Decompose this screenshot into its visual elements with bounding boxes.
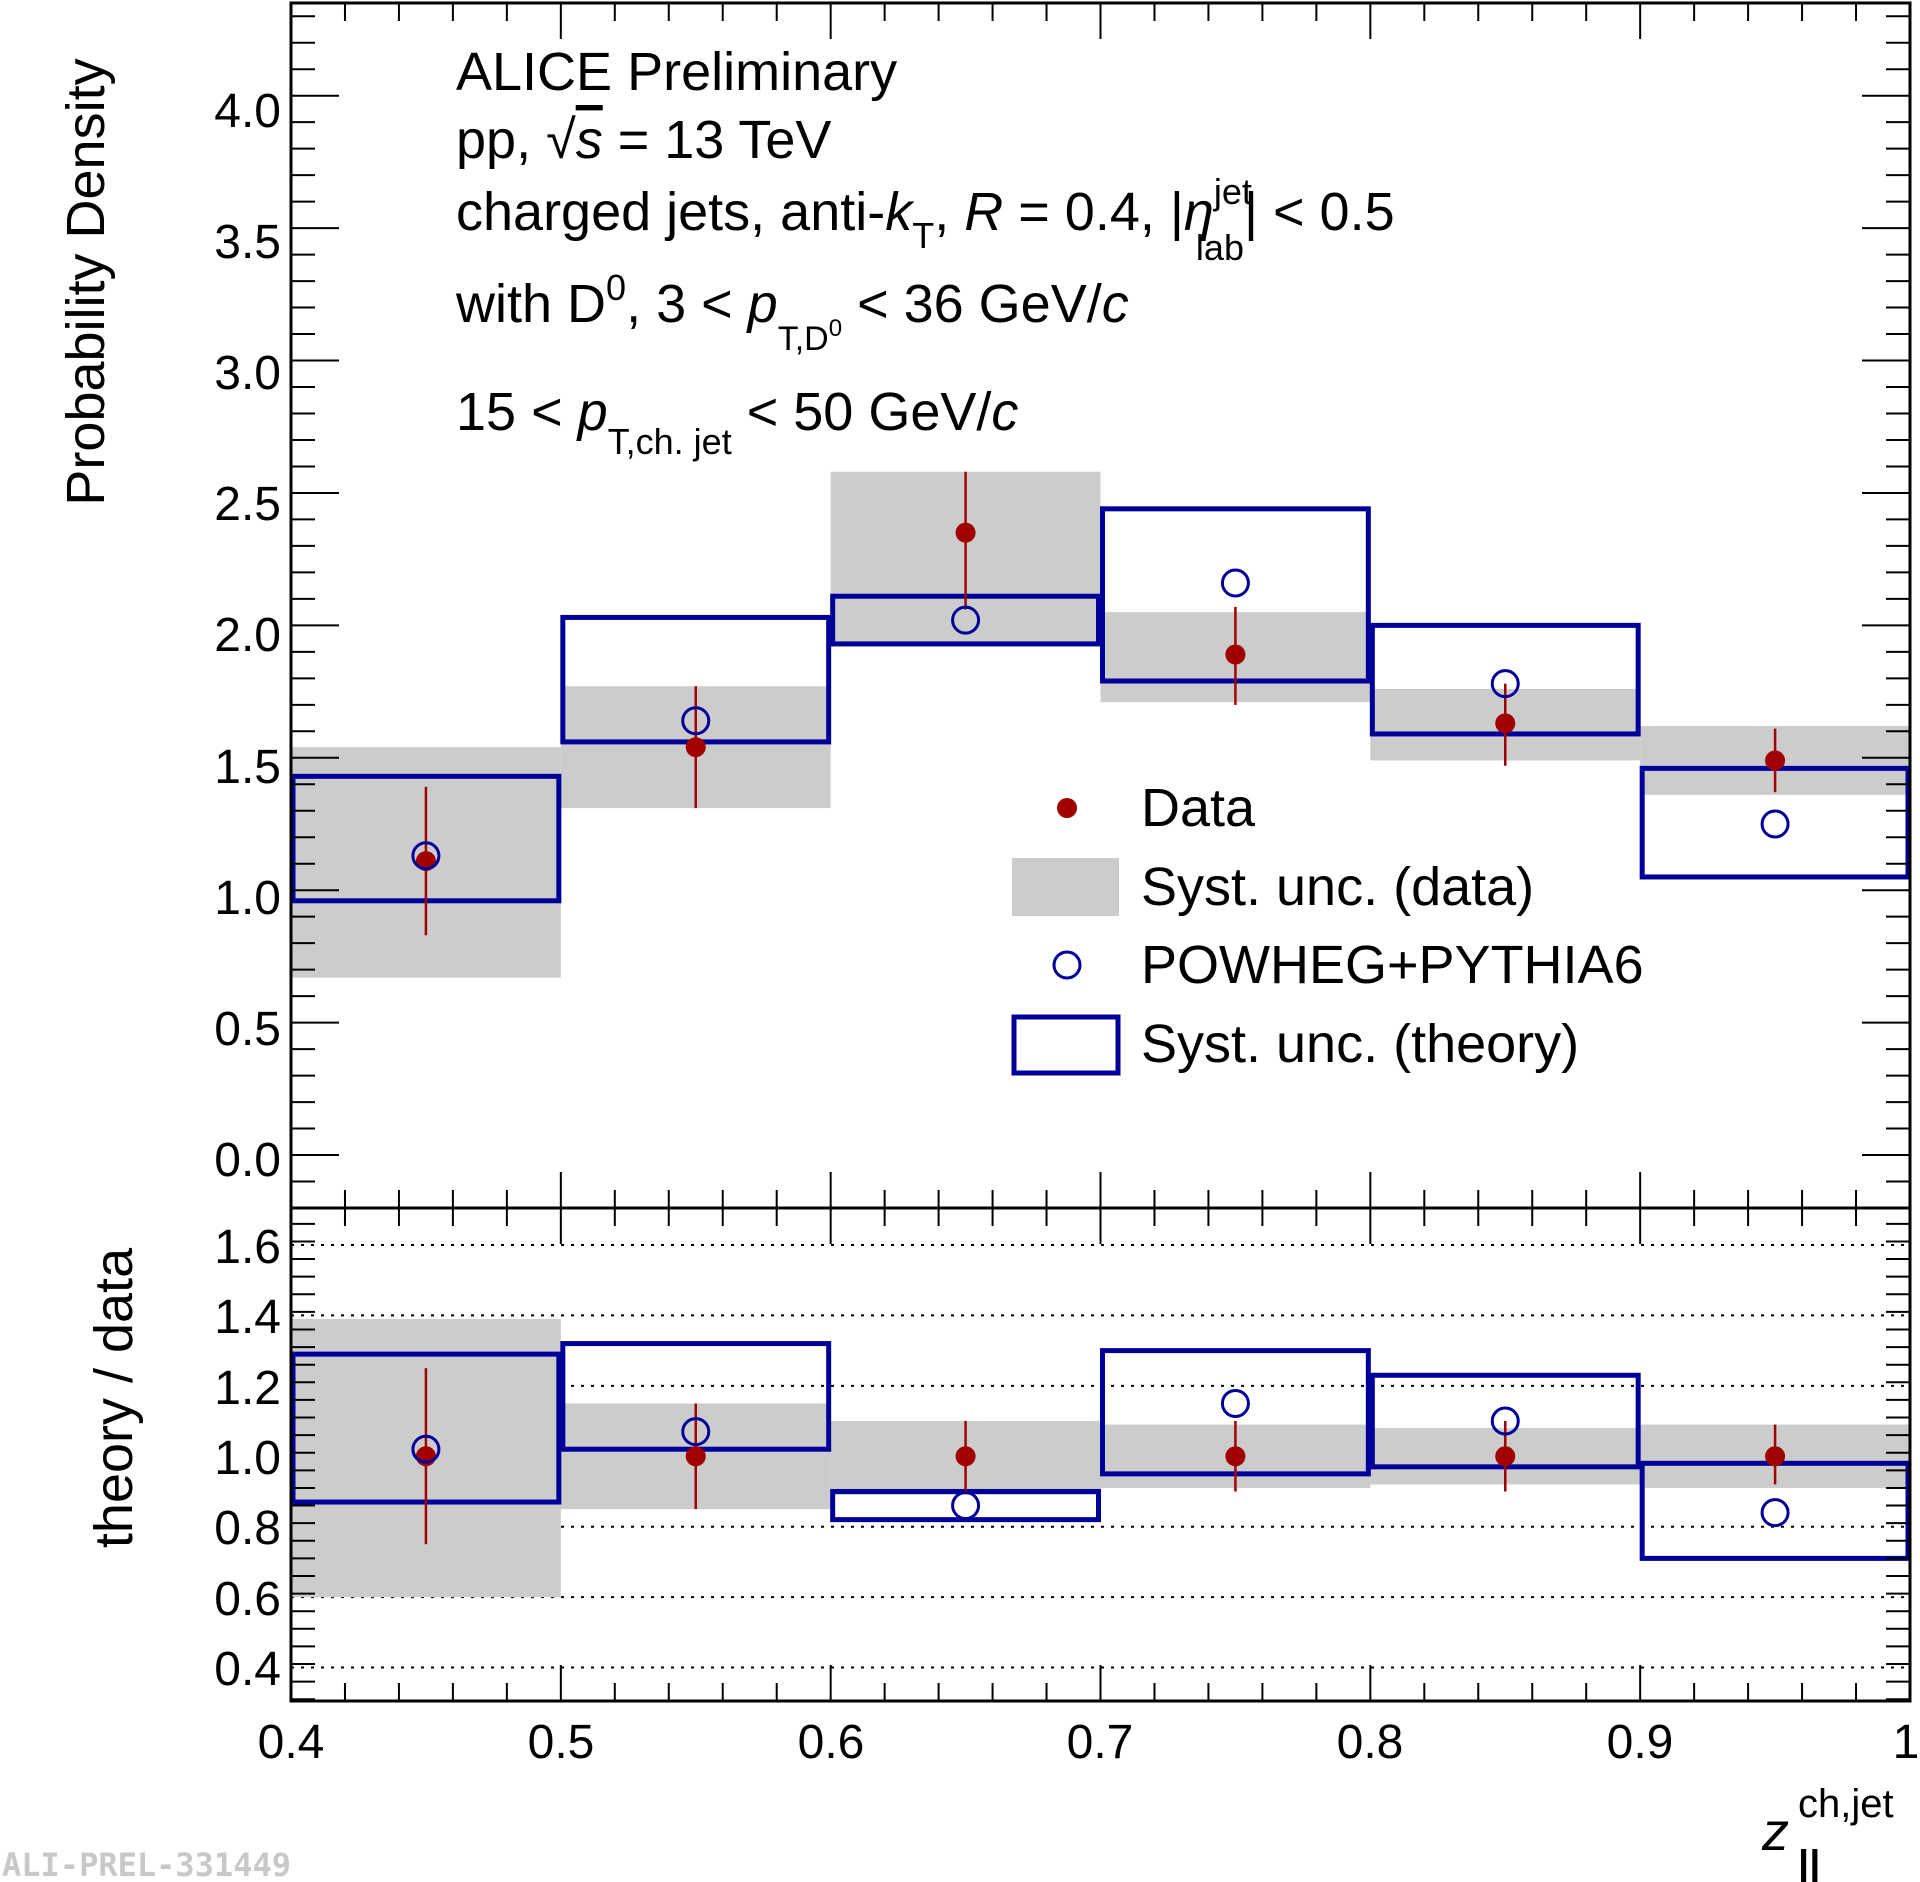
ratio-y-tick-label: 0.8: [214, 1502, 281, 1555]
top-y-tick-label: 4.0: [214, 85, 281, 138]
ratio-data-point: [1765, 1446, 1786, 1467]
ratio-data-point: [685, 1446, 706, 1467]
ratio-y-tick-label: 0.4: [214, 1643, 281, 1696]
top-y-tick-label: 0.0: [214, 1134, 281, 1187]
top-y-tick-label: 1.5: [214, 741, 281, 794]
legend-syst-theory-swatch: [1011, 1014, 1121, 1076]
top-data-point: [415, 851, 436, 872]
ratio-y-axis-title: theory / data: [84, 1247, 144, 1548]
annotation-jet-pt: 15 < pT,ch. jet < 50 GeV/c: [456, 382, 1018, 462]
ratio-y-tick-label: 0.6: [214, 1573, 281, 1626]
top-y-axis-title: Probability Density: [56, 58, 116, 505]
annotation-collision: pp, √s = 13 TeV: [456, 110, 831, 170]
top-powheg-point: [1760, 809, 1790, 839]
legend-label-data: Data: [1141, 778, 1256, 838]
top-data-point: [1765, 750, 1786, 771]
x-tick-label: 1: [1893, 1716, 1920, 1769]
ratio-syst-theory-box: [830, 1488, 1102, 1523]
legend-label-powheg: POWHEG+PYTHIA6: [1141, 935, 1644, 995]
legend-syst-data-swatch: [1012, 858, 1119, 916]
top-powheg-point: [1220, 568, 1250, 598]
top-data-point: [1225, 644, 1246, 665]
annotation-jets: charged jets, anti-kT, R = 0.4, |ηjet lab…: [456, 171, 1395, 268]
x-axis-title-z: z: [1761, 1802, 1789, 1862]
top-powheg-point: [411, 841, 441, 871]
legend-powheg-marker: [1052, 950, 1082, 980]
ratio-powheg-point: [1220, 1388, 1250, 1418]
ratio-points-layer: [411, 1368, 1790, 1545]
top-y-tick-labels: 0.0 0.5 1.0 1.5 2.0 2.5 3.0 3.5 4.0: [214, 85, 281, 1187]
legend-label-syst-theory: Syst. unc. (theory): [1141, 1014, 1579, 1074]
watermark: ALI-PREL-331449: [2, 1846, 291, 1882]
x-tick-labels: 0.4 0.5 0.6 0.7 0.8 0.9 1: [258, 1716, 1920, 1769]
x-axis-title-sup: ch,jet: [1798, 1782, 1894, 1826]
ratio-y-tick-label: 1.2: [214, 1362, 281, 1415]
x-tick-label: 0.5: [528, 1716, 595, 1769]
top-data-point: [955, 522, 976, 543]
top-points-layer: [411, 471, 1790, 936]
ratio-data-point: [955, 1446, 976, 1467]
top-y-tick-label: 1.0: [214, 872, 281, 925]
top-data-point: [1495, 713, 1516, 734]
legend: Data Syst. unc. (data) POWHEG+PYTHIA6 Sy…: [1011, 778, 1644, 1076]
top-powheg-point: [1490, 669, 1520, 699]
top-powheg-point: [951, 605, 981, 635]
top-y-tick-label: 3.5: [214, 216, 281, 269]
x-tick-label: 0.6: [798, 1716, 865, 1769]
ratio-powheg-point: [411, 1434, 441, 1464]
ratio-data-point: [1225, 1446, 1246, 1467]
top-y-tick-label: 0.5: [214, 1003, 281, 1056]
legend-data-marker: [1057, 798, 1077, 818]
top-y-tick-label: 3.0: [214, 347, 281, 400]
ratio-powheg-point: [1490, 1406, 1520, 1436]
ratio-y-tick-label: 1.4: [214, 1291, 281, 1344]
ratio-y-tick-label: 1.0: [214, 1432, 281, 1485]
annotation-block: ALICE Preliminary pp, √s = 13 TeV charge…: [455, 42, 1395, 462]
annotation-d0: with D0, 3 < pT,D0 < 36 GeV/c: [455, 267, 1129, 358]
ratio-y-tick-label: 1.6: [214, 1221, 281, 1274]
legend-label-syst-data: Syst. unc. (data): [1141, 857, 1534, 917]
top-y-tick-label: 2.0: [214, 609, 281, 662]
x-tick-label: 0.8: [1337, 1716, 1404, 1769]
x-axis-title-sub: ||: [1798, 1843, 1820, 1882]
x-axis-title: z ch,jet ||: [1761, 1782, 1894, 1882]
ratio-panel-frame: [289, 1206, 1912, 1703]
top-powheg-point: [681, 706, 711, 736]
x-tick-label: 0.4: [258, 1716, 325, 1769]
ratio-powheg-point: [951, 1491, 981, 1521]
ratio-powheg-point: [1760, 1498, 1790, 1528]
annotation-alice: ALICE Preliminary: [456, 42, 897, 102]
x-tick-label: 0.7: [1067, 1716, 1134, 1769]
ratio-powheg-point: [681, 1417, 711, 1447]
x-tick-label: 0.9: [1607, 1716, 1674, 1769]
ratio-y-tick-labels: 0.4 0.6 0.8 1.0 1.2 1.4 1.6: [214, 1221, 281, 1696]
top-data-point: [685, 737, 706, 758]
axis-ticks-layer: [290, 3, 1911, 1701]
ratio-data-point: [1495, 1446, 1516, 1467]
top-y-tick-label: 2.5: [214, 478, 281, 531]
